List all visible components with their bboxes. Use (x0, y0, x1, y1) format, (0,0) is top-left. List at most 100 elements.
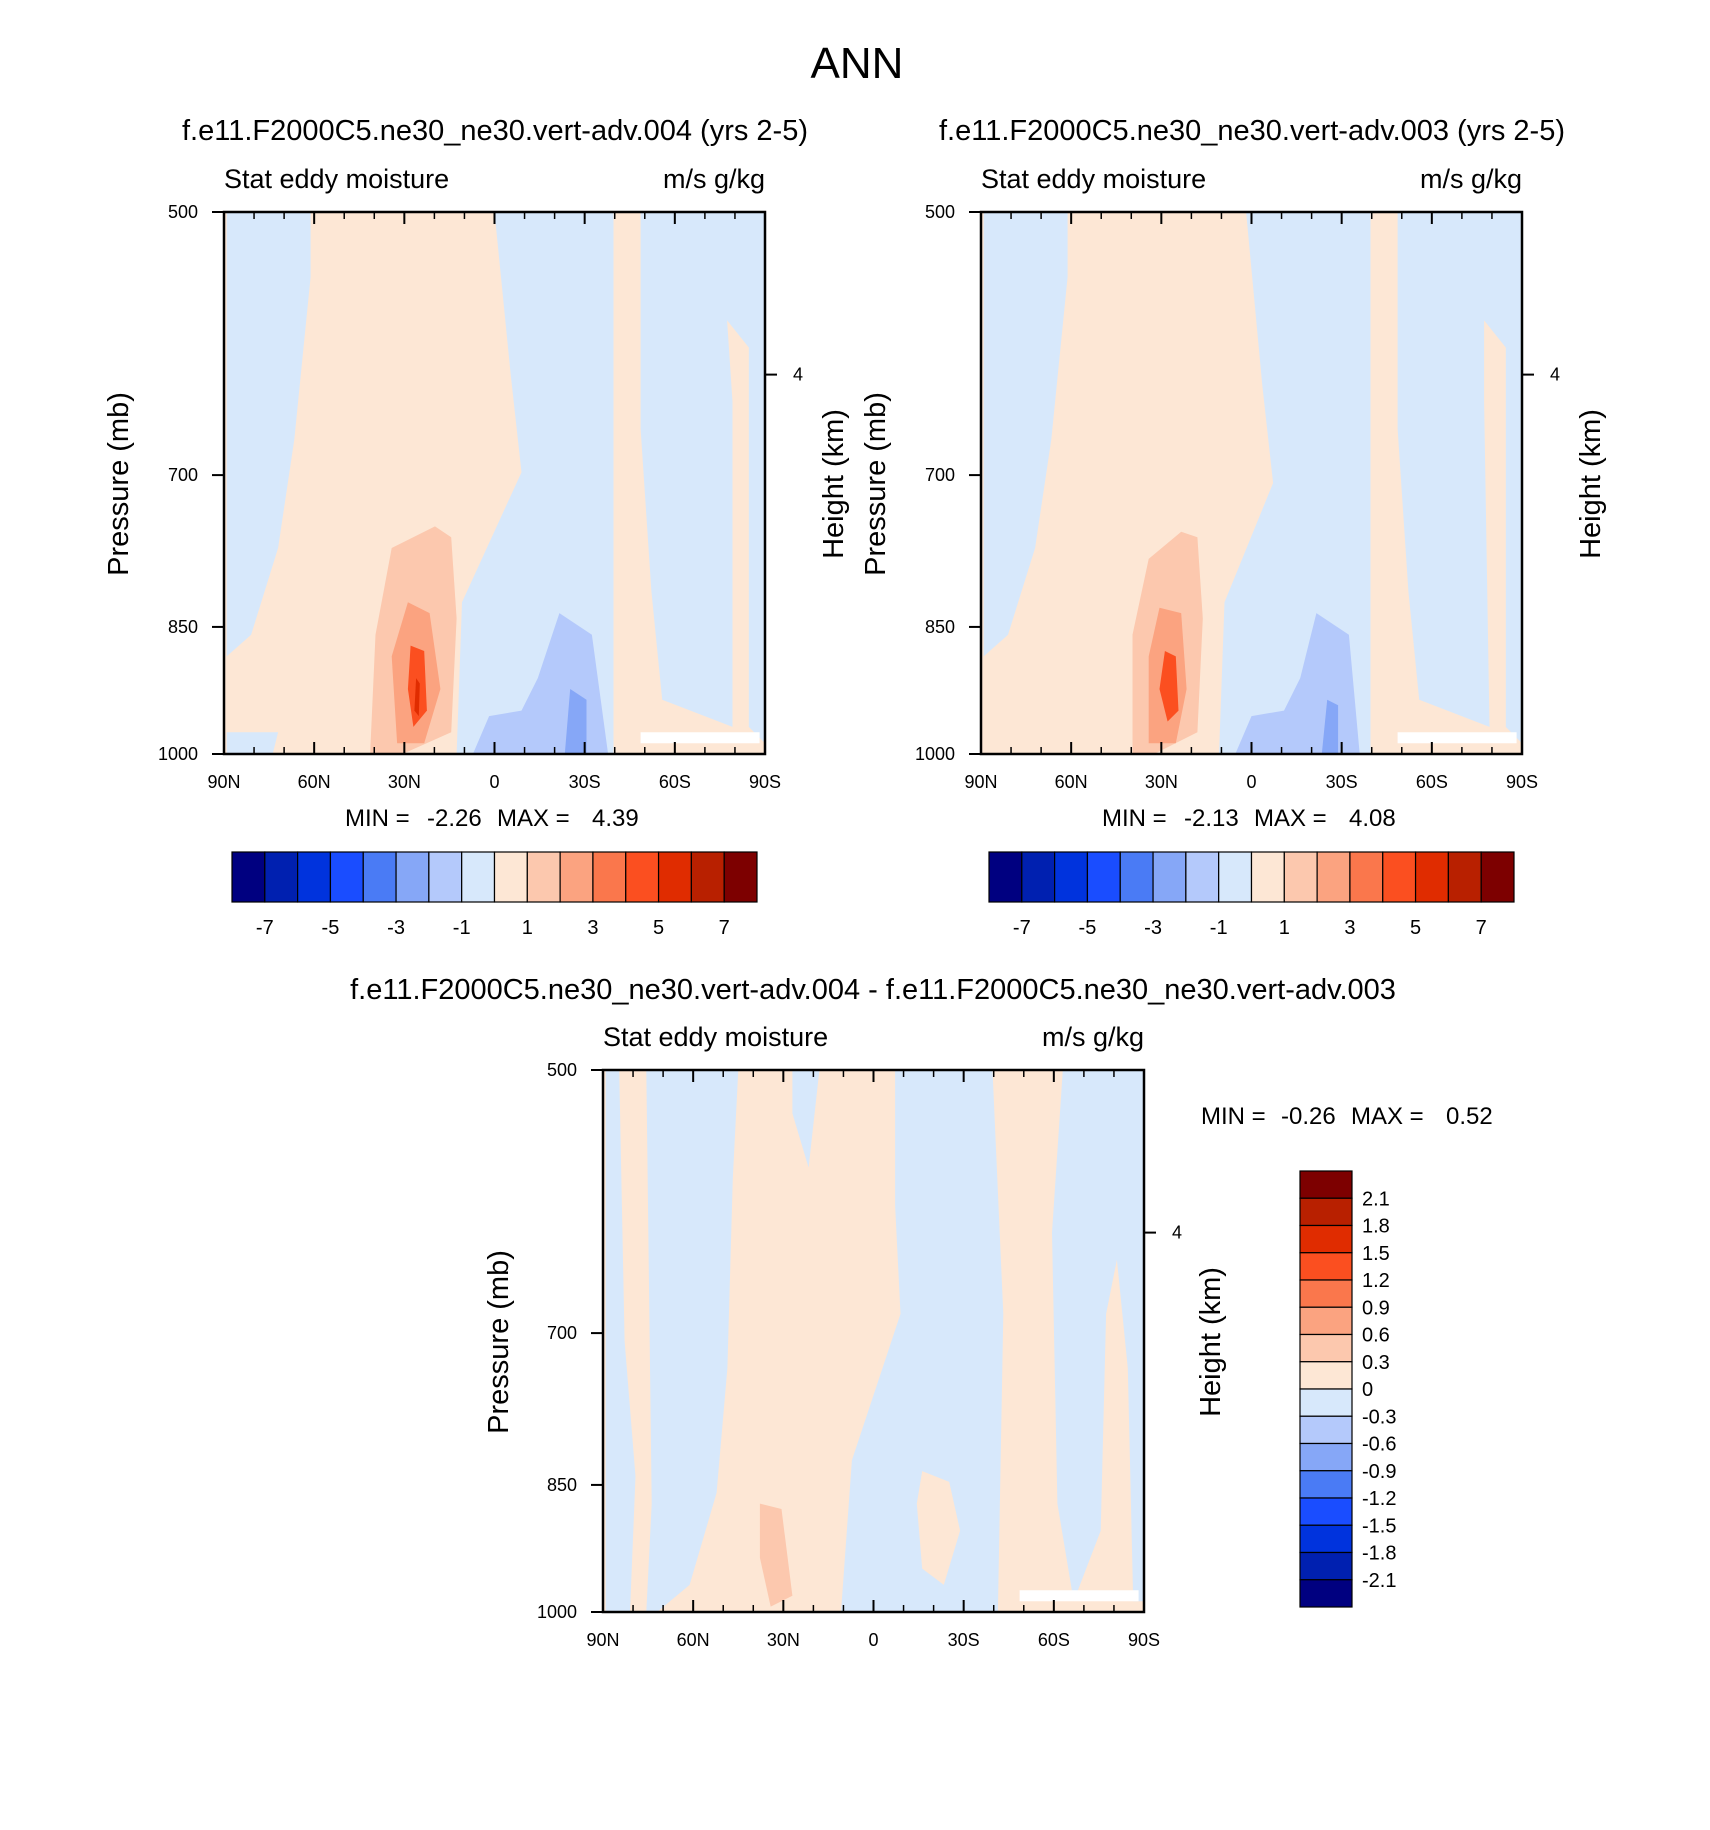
colorbar-label: 3 (587, 917, 598, 939)
colorbar-box (1299, 1279, 1353, 1308)
colorbar-box (526, 851, 561, 903)
min-max-stats: MIN = -2.26 MAX = 4.39 (345, 805, 639, 832)
colorbar: -7 -5 -3 -1 1 3 5 7 (988, 851, 1515, 939)
colorbar-label: -1.8 (1362, 1543, 1396, 1565)
max-label: MAX = (1254, 805, 1327, 832)
x-tick-label: 30N (767, 1630, 800, 1650)
colorbar-box (1447, 851, 1482, 903)
y-tick-label: 850 (547, 1475, 577, 1495)
colorbar-label: -5 (322, 917, 340, 939)
colorbar-box (231, 851, 266, 903)
x-tick-label: 60S (659, 772, 691, 792)
min-max-stats: MIN = -2.13 MAX = 4.08 (1102, 805, 1396, 832)
y-axis-right-label: Height (km) (1575, 409, 1607, 559)
max-label: MAX = (1351, 1103, 1424, 1130)
colorbar-box (329, 851, 364, 903)
colorbar-box (1283, 851, 1318, 903)
colorbar-label: 3 (1344, 917, 1355, 939)
colorbar-box (559, 851, 594, 903)
y-axis-right-label: Height (km) (818, 409, 850, 559)
colorbar-box (1299, 1551, 1353, 1581)
colorbar-label: 1.5 (1362, 1243, 1390, 1265)
colorbar-label: -1 (1210, 917, 1228, 939)
min-label: MIN = (345, 805, 410, 832)
colorbar-label: 0.3 (1362, 1352, 1390, 1374)
colorbar-box (1349, 851, 1384, 903)
colorbar-box (1299, 1197, 1353, 1227)
colorbar-label: 2.1 (1362, 1188, 1390, 1210)
contour-fill (1052, 1070, 1144, 1602)
max-value: 4.08 (1349, 805, 1396, 832)
colorbar-label: -7 (1013, 917, 1031, 939)
colorbar-box (690, 851, 725, 903)
x-tick-label: 30N (388, 772, 421, 792)
y-tick-label: 850 (168, 617, 198, 637)
x-tick-label: 30N (1145, 772, 1178, 792)
y-axis-label: Pressure (mb) (483, 1250, 515, 1434)
x-tick-label: 60N (298, 772, 331, 792)
colorbar: 2.1 1.8 1.5 1.2 0.9 0.6 0.3 0 -0.3 -0.6 -0.9 -1.2 -1… (1299, 1170, 1396, 1608)
contour-fill (792, 1070, 820, 1168)
colorbar-box (461, 851, 496, 903)
colorbar-box (1299, 1388, 1353, 1417)
colorbar-label: -5 (1079, 917, 1097, 939)
colorbar-box (1218, 851, 1253, 903)
contour-fill (226, 212, 311, 657)
min-value: -2.26 (427, 805, 482, 832)
x-tick-label: 90N (964, 772, 997, 792)
contour-fill (640, 212, 765, 744)
y-tick-label: 500 (168, 202, 198, 222)
colorbar-box (395, 851, 430, 903)
contour-fill (916, 1471, 961, 1585)
colorbar-box (1054, 851, 1089, 903)
colorbar-label: -1 (453, 917, 471, 939)
panel-title: f.e11.F2000C5.ne30_ne30.vert-adv.003 (yr… (939, 115, 1565, 147)
colorbar-label: 0.9 (1362, 1297, 1390, 1319)
contour-fill (564, 689, 587, 754)
colorbar-label: 0.6 (1362, 1325, 1390, 1347)
x-tick-label: 30S (948, 1630, 980, 1650)
x-tick-label: 90S (1128, 1630, 1160, 1650)
contour-fill (456, 212, 614, 754)
contour-fill (1397, 732, 1517, 744)
y-tick-label: 700 (547, 1323, 577, 1343)
panel-title: f.e11.F2000C5.ne30_ne30.vert-adv.004 (yr… (182, 115, 808, 147)
min-value: -2.13 (1184, 805, 1239, 832)
colorbar-label: 1.2 (1362, 1270, 1390, 1292)
colorbar-box (297, 851, 332, 903)
colorbar-box (1086, 851, 1121, 903)
colorbar-box (1299, 1333, 1353, 1363)
contour-fill (226, 732, 279, 754)
contour-plot: 90N 60N 30N 0 30S 60S 90S 500 700 850 1000 4 (537, 1060, 1182, 1650)
panel-units-label: m/s g/kg (663, 164, 765, 194)
contour-fill (841, 1070, 1004, 1612)
colorbar-label: -3 (1144, 917, 1162, 939)
colorbar-label: -0.6 (1362, 1434, 1396, 1456)
colorbar-box (1299, 1524, 1353, 1554)
colorbar-box (1299, 1361, 1353, 1390)
x-tick-label: 0 (489, 772, 499, 792)
max-value: 4.39 (592, 805, 639, 832)
y-right-tick-label: 4 (1172, 1223, 1182, 1243)
x-tick-label: 0 (1246, 772, 1256, 792)
x-tick-label: 90N (207, 772, 240, 792)
colorbar-box (1299, 1170, 1353, 1199)
contour-fill (983, 212, 1068, 657)
colorbar-box (493, 851, 528, 903)
colorbar: -7 -5 -3 -1 1 3 5 7 (231, 851, 758, 939)
colorbar-box (1414, 851, 1449, 903)
contour-fill (759, 1503, 793, 1607)
colorbar-label: 1 (522, 917, 533, 939)
contour-fill (414, 678, 420, 717)
min-max-stats: MIN = -0.26 MAX = 0.52 (1201, 1103, 1493, 1130)
x-tick-label: 90S (1506, 772, 1538, 792)
contour-fill (646, 1070, 739, 1612)
colorbar-box (362, 851, 397, 903)
colorbar-box (1299, 1252, 1353, 1281)
contour-plot: 90N 60N 30N 0 30S 60S 90S 500 700 850 1000 4 (158, 202, 803, 792)
colorbar-label: 5 (1410, 917, 1421, 939)
colorbar-box (1299, 1497, 1353, 1526)
panel-left-label: Stat eddy moisture (603, 1022, 828, 1052)
colorbar-label: -2.1 (1362, 1570, 1396, 1592)
